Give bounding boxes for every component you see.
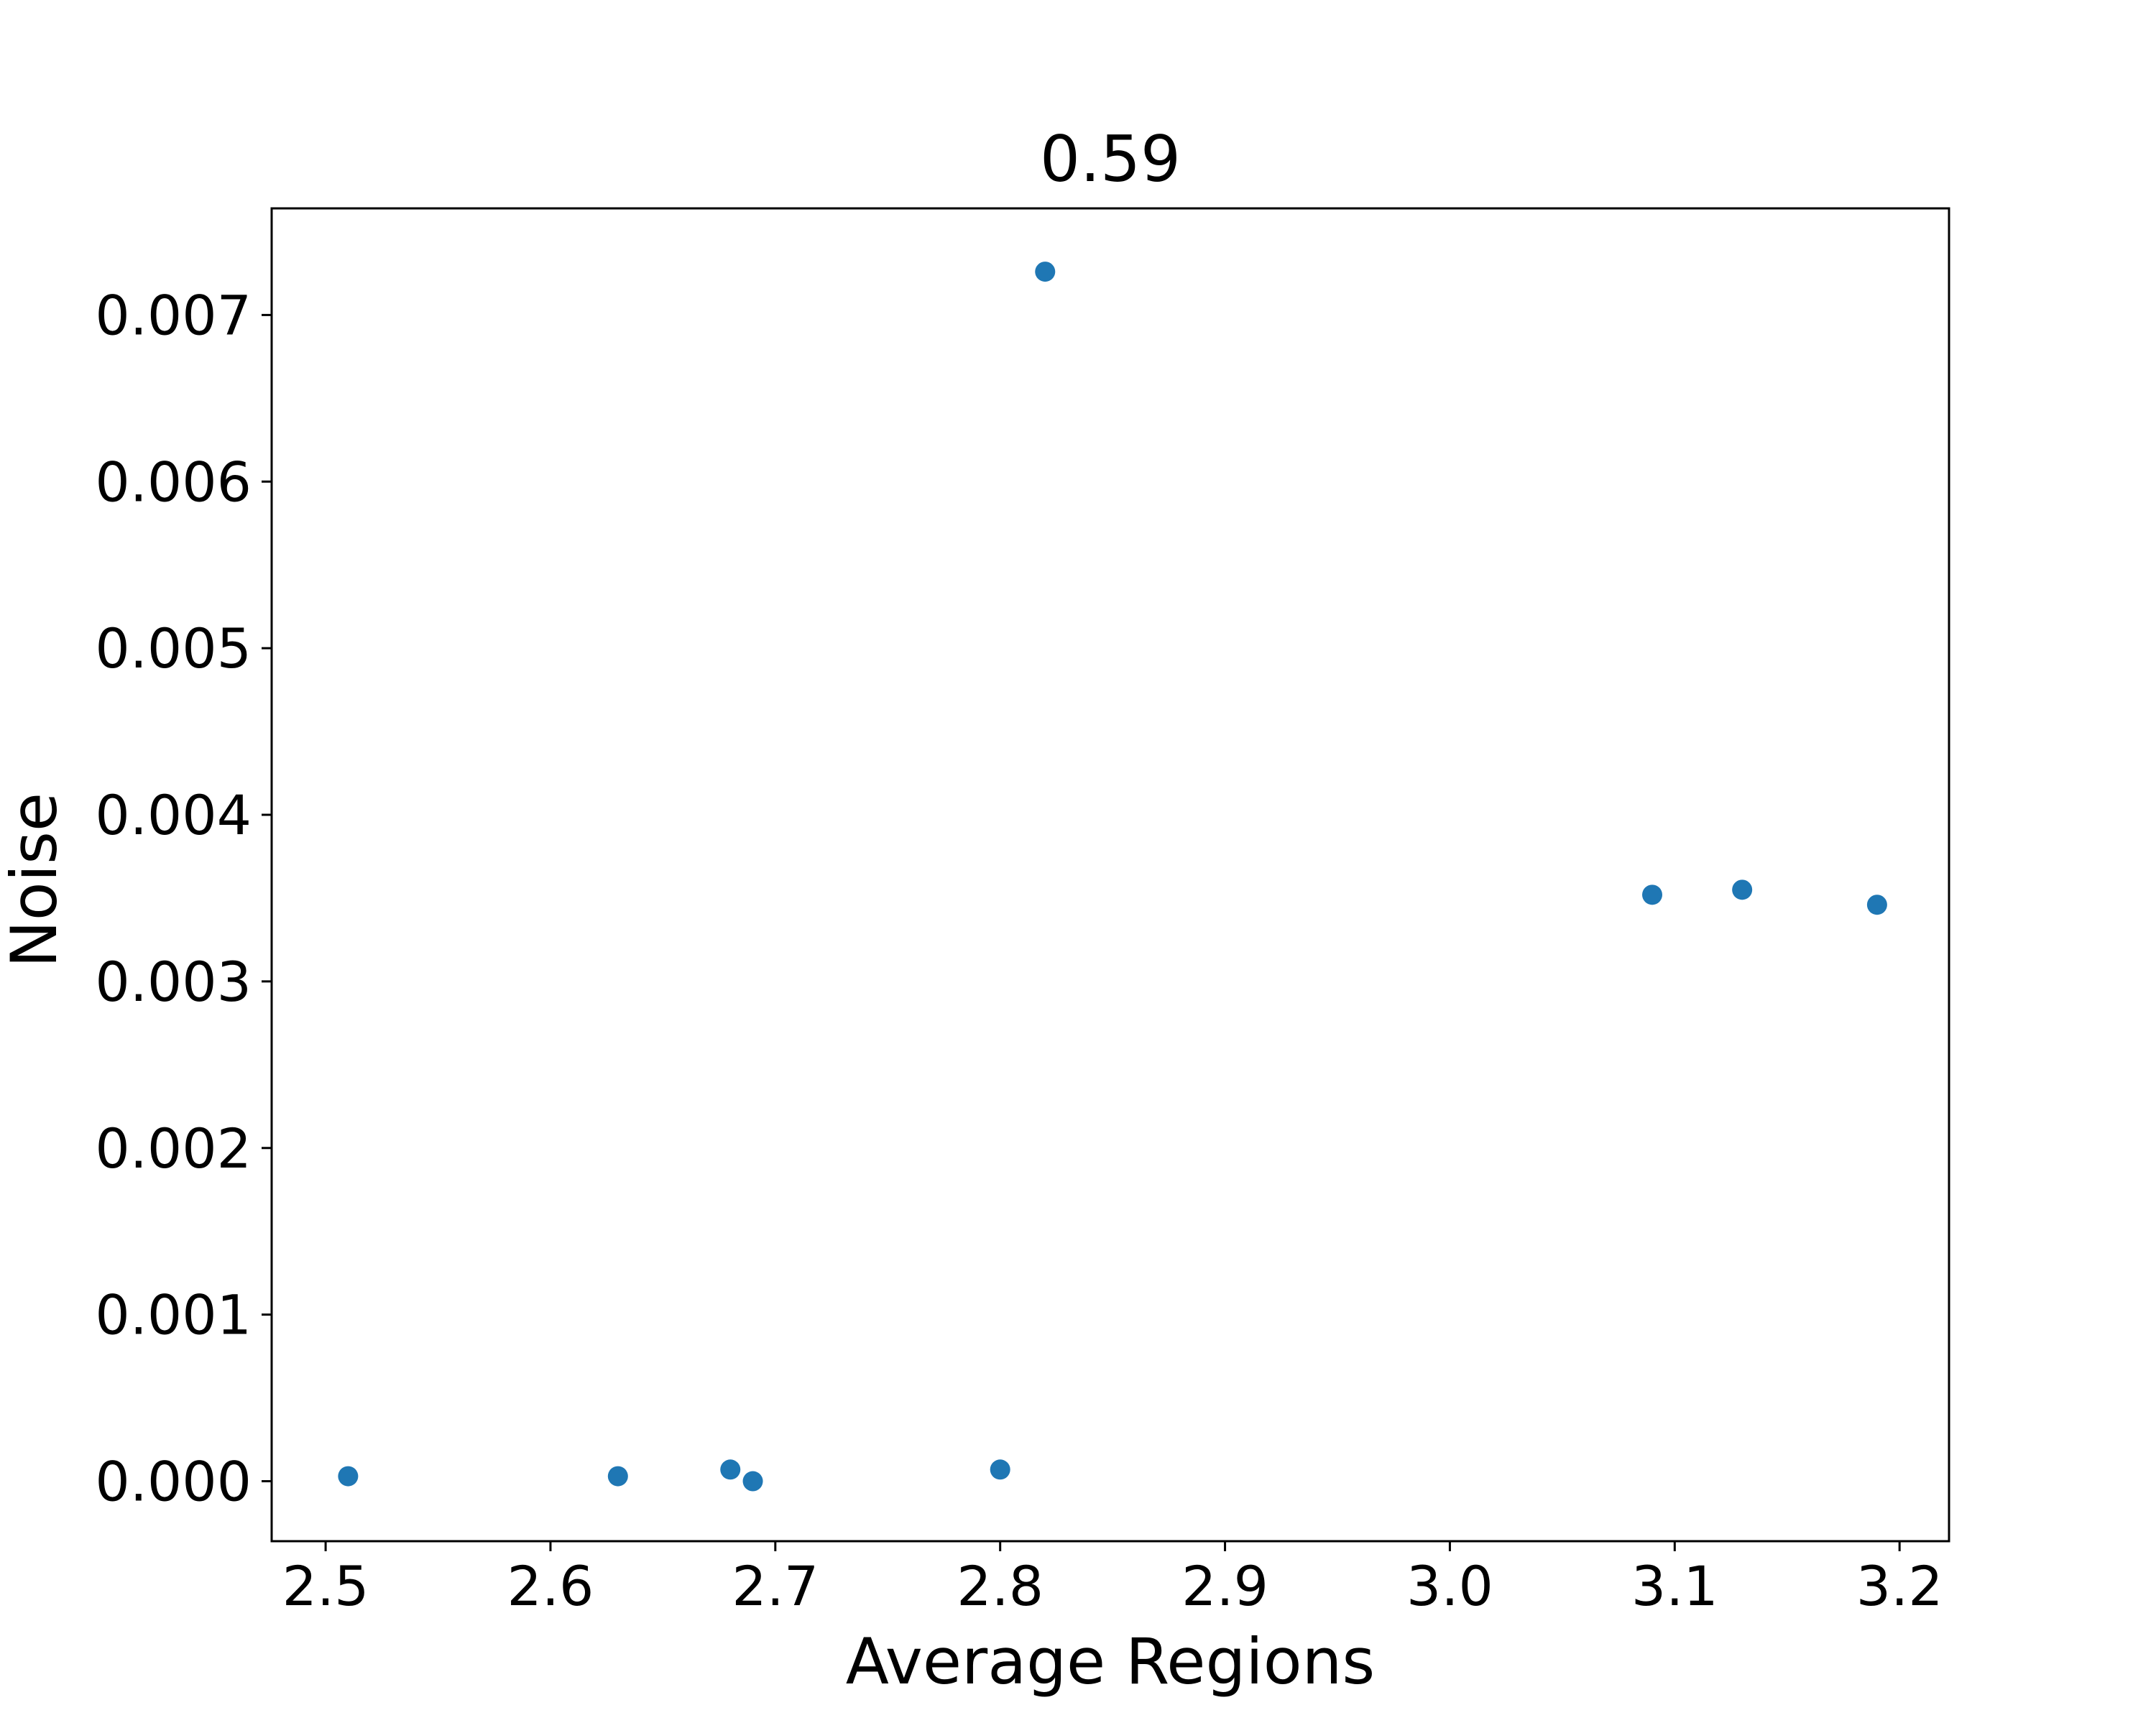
y-tick-label: 0.005 (95, 616, 252, 680)
data-point (742, 1471, 763, 1492)
y-axis-label: Noise (0, 793, 71, 968)
y-tick-label: 0.004 (95, 783, 252, 847)
scatter-points (338, 262, 1887, 1492)
y-axis: 0.000 0.001 0.002 0.003 0.004 0.005 0.006 0.007 (95, 283, 272, 1514)
data-point (607, 1466, 628, 1487)
x-tick-label: 2.5 (282, 1554, 369, 1618)
x-tick-label: 3.0 (1406, 1554, 1493, 1618)
x-tick-label: 2.9 (1181, 1554, 1268, 1618)
data-point (990, 1459, 1010, 1480)
plot-frame (270, 207, 1950, 1543)
y-tick-label: 0.006 (95, 450, 252, 514)
y-tick-label: 0.007 (95, 283, 252, 347)
y-tick-label: 0.001 (95, 1283, 252, 1347)
data-point (720, 1459, 741, 1480)
y-tick-label: 0.003 (95, 950, 252, 1014)
data-point (1732, 879, 1753, 900)
data-point (338, 1466, 359, 1487)
x-tick-label: 3.2 (1856, 1554, 1943, 1618)
x-tick-label: 3.1 (1631, 1554, 1718, 1618)
x-axis: 2.5 2.6 2.7 2.8 2.9 3.0 3.1 3.2 (282, 1541, 1943, 1618)
chart-title: 0.59 (1040, 122, 1181, 196)
x-axis-label: Average Regions (846, 1625, 1375, 1699)
data-point (1035, 262, 1056, 282)
y-tick-label: 0.002 (95, 1117, 252, 1181)
data-point (1642, 884, 1663, 905)
x-tick-label: 2.7 (732, 1554, 819, 1618)
x-tick-label: 2.8 (957, 1554, 1044, 1618)
data-point (1866, 895, 1887, 915)
y-tick-label: 0.000 (95, 1450, 252, 1514)
plot-area: 2.5 2.6 2.7 2.8 2.9 3.0 3.1 3.2 0.000 0.001 0.002… (95, 207, 1950, 1618)
x-tick-label: 2.6 (507, 1554, 594, 1618)
